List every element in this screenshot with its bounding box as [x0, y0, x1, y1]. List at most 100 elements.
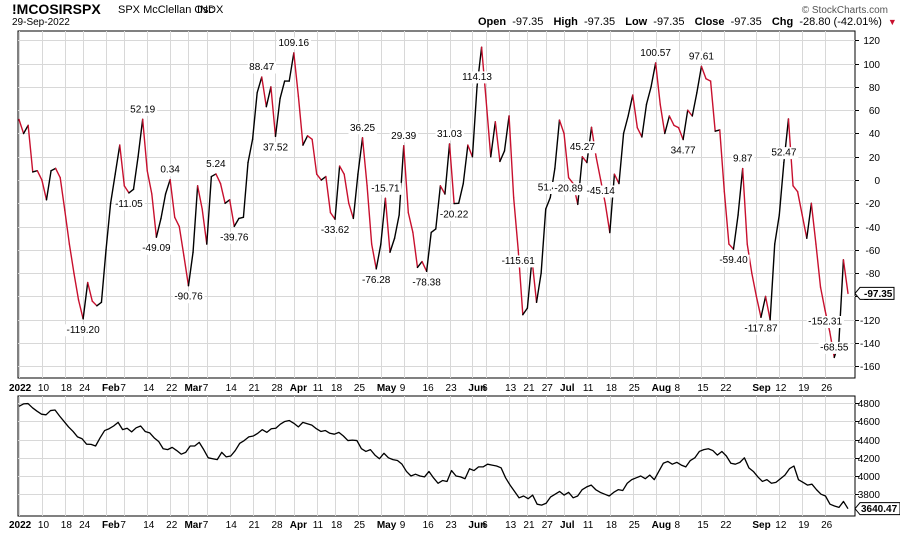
last-price-tag: [854, 502, 900, 516]
oscillator-segment: [741, 167, 748, 245]
y-tick-label: 40: [869, 129, 881, 140]
oscillator-segment: [664, 115, 671, 135]
x-tick-label: Sep: [752, 520, 770, 531]
oscillator-segment: [522, 307, 529, 316]
oscillator-segment: [467, 144, 474, 158]
open-label: Open: [478, 16, 506, 28]
data-label: -15.71: [371, 183, 400, 194]
oscillator-segment: [288, 52, 295, 82]
oscillator-segment: [457, 182, 464, 205]
oscillator-segment: [160, 193, 167, 220]
oscillator-segment: [91, 300, 98, 307]
oscillator-segment: [806, 202, 813, 239]
oscillator-segment: [838, 259, 845, 344]
oscillator-segment: [41, 179, 48, 201]
price-frame: [17, 395, 856, 517]
open-value: -97.35: [512, 16, 543, 28]
x-tick-label: 14: [143, 520, 155, 531]
data-label-bg: [389, 130, 419, 143]
oscillator-segment: [233, 217, 240, 228]
oscillator-segment: [279, 80, 286, 100]
data-label: -39.76: [220, 232, 249, 243]
oscillator-segment: [636, 126, 643, 138]
oscillator-segment: [228, 199, 235, 228]
oscillator-segment: [325, 175, 332, 214]
oscillator-segment: [650, 62, 657, 88]
chart-date: 29-Sep-2022: [12, 17, 70, 28]
data-label: 97.61: [689, 51, 714, 62]
data-label-bg: [460, 71, 494, 84]
oscillator-segment: [64, 209, 71, 245]
oscillator-segment: [421, 260, 428, 273]
y-tick-label: -160: [860, 362, 880, 373]
oscillator-segment: [105, 202, 112, 251]
oscillator-segment: [595, 156, 602, 181]
x-tick-label: 19: [798, 520, 810, 531]
oscillator-segment: [201, 208, 208, 245]
oscillator-segment: [155, 217, 162, 238]
x-tick-label: Apr: [290, 383, 307, 394]
last-price-label: 3640.47: [861, 504, 898, 515]
x-tick-label: 18: [606, 520, 618, 531]
oscillator-segment: [18, 118, 25, 135]
data-label: 52.47: [771, 148, 796, 159]
x-tick-label: Jul: [560, 520, 575, 531]
oscillator-segment: [714, 129, 721, 132]
oscillator-segment: [123, 185, 130, 194]
data-label-bg: [65, 324, 102, 337]
x-tick-label: 18: [61, 383, 73, 394]
data-label-bg: [172, 291, 205, 304]
oscillator-segment: [796, 190, 803, 216]
x-tick-label: 7: [203, 383, 209, 394]
oscillator-segment: [755, 295, 762, 318]
oscillator-segment: [774, 214, 780, 245]
y-tick-label: -60: [866, 246, 881, 257]
data-label-bg: [717, 254, 750, 267]
x-tick-label: Sep: [752, 383, 770, 394]
data-label-bg: [369, 182, 402, 195]
oscillator-segment: [224, 199, 231, 205]
oscillator-segment: [398, 145, 405, 216]
x-tick-label: 25: [629, 383, 641, 394]
oscillator-segment: [68, 243, 75, 274]
x-tick-label: 13: [505, 520, 517, 531]
oscillator-segment: [270, 86, 277, 138]
x-tick-label: 15: [697, 383, 709, 394]
x-tick-label: 2022: [9, 383, 32, 394]
x-tick-label: 10: [38, 520, 50, 531]
data-label: -78.38: [412, 277, 441, 288]
data-label: 51.48: [538, 183, 563, 194]
y-tick-label: 20: [869, 153, 881, 164]
oscillator-segment: [348, 202, 355, 220]
oscillator-segment: [632, 94, 639, 129]
y-tick-label: -80: [866, 269, 881, 280]
oscillator-segment: [673, 124, 680, 129]
data-label-bg: [500, 255, 537, 268]
x-tick-label: 21: [249, 520, 261, 531]
oscillator-segment: [613, 173, 620, 185]
oscillator-segment: [732, 214, 739, 250]
oscillator-segment: [206, 175, 213, 245]
x-tick-label: 15: [697, 520, 709, 531]
x-tick-label: 27: [542, 383, 554, 394]
oscillator-segment: [73, 272, 80, 301]
x-tick-label: May: [377, 383, 397, 394]
oscillator-segment: [609, 173, 616, 234]
oscillator-segment: [256, 76, 263, 94]
data-label: 29.39: [391, 131, 416, 142]
data-label-bg: [158, 164, 182, 177]
data-label: 88.47: [249, 62, 274, 73]
oscillator-segment: [45, 170, 52, 201]
x-tick-label: 18: [331, 383, 343, 394]
data-label: -33.62: [321, 225, 350, 236]
data-label-bg: [128, 103, 158, 116]
oscillator-segment: [508, 115, 515, 199]
x-tick-label: 12: [775, 383, 787, 394]
data-label-bg: [731, 153, 755, 166]
oscillator-segment: [96, 301, 103, 307]
price-series: [18, 402, 849, 510]
x-tick-label: Jul: [560, 383, 575, 394]
oscillator-segment: [563, 132, 570, 179]
y-tick-label: 4600: [858, 417, 881, 428]
x-tick-label: 14: [226, 520, 238, 531]
